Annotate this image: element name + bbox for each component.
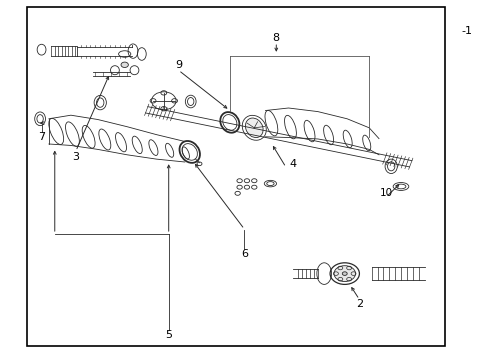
Text: 5: 5 — [165, 330, 172, 340]
Text: 8: 8 — [272, 33, 279, 43]
Text: 4: 4 — [289, 159, 296, 169]
Text: 3: 3 — [72, 152, 79, 162]
Text: 7: 7 — [38, 132, 45, 142]
Text: -1: -1 — [461, 26, 471, 36]
Ellipse shape — [245, 118, 263, 138]
Ellipse shape — [342, 272, 346, 275]
Ellipse shape — [333, 266, 355, 282]
Ellipse shape — [121, 62, 128, 68]
Text: 9: 9 — [175, 60, 182, 70]
Text: 2: 2 — [355, 299, 362, 309]
Bar — [27, 7, 444, 346]
Text: 6: 6 — [241, 249, 247, 259]
Text: 10: 10 — [379, 188, 392, 198]
